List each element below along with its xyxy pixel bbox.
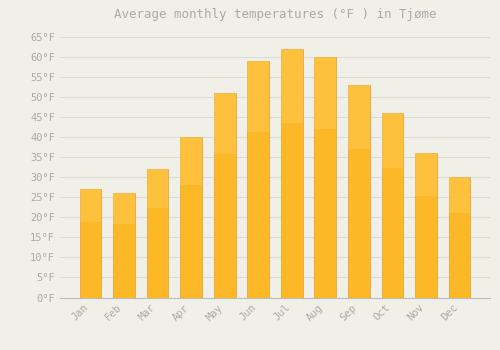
Bar [180,137,202,185]
Bar [281,49,302,298]
Bar [314,57,336,129]
Bar [214,93,236,298]
Bar [314,57,336,298]
Bar [448,177,470,298]
Bar [281,49,302,123]
Bar [80,189,102,222]
Bar [180,137,202,298]
Bar [382,113,404,168]
Bar [80,189,102,298]
Title: Average monthly temperatures (°F ) in Tjøme: Average monthly temperatures (°F ) in Tj… [114,8,436,21]
Bar [113,193,135,224]
Bar [382,113,404,298]
Bar [146,169,169,208]
Bar [415,153,437,196]
Bar [448,177,470,213]
Bar [248,61,269,132]
Bar [348,85,370,148]
Bar [248,61,269,298]
Bar [113,193,135,298]
Bar [214,93,236,154]
Bar [146,169,169,298]
Bar [348,85,370,298]
Bar [415,153,437,298]
